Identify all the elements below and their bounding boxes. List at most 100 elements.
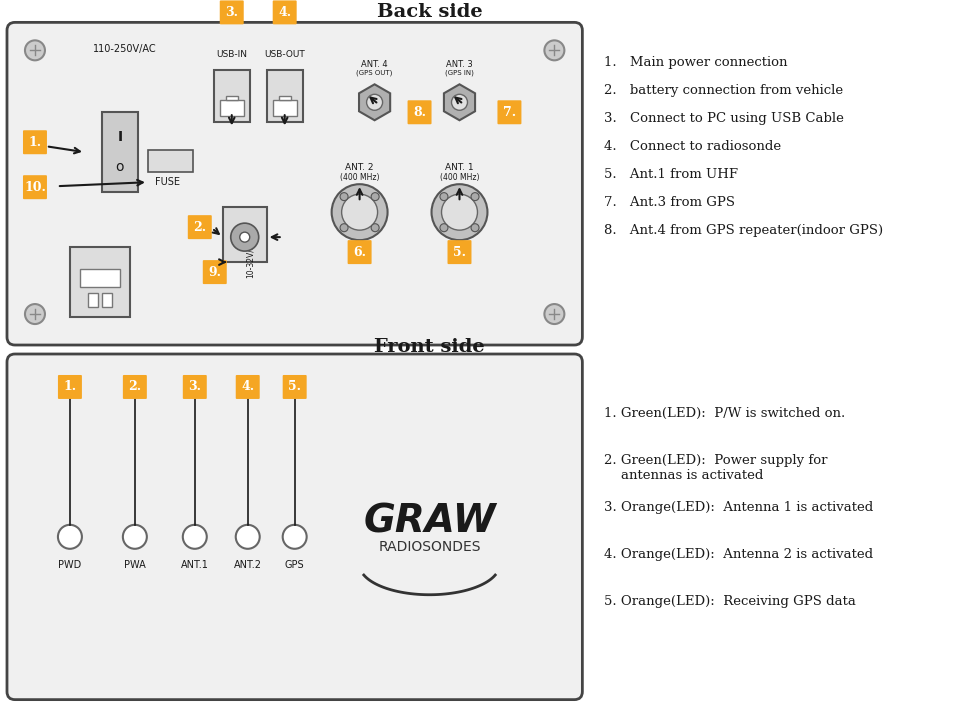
Text: (GPS IN): (GPS IN) [445,69,474,76]
Text: I: I [117,130,122,144]
Text: 3. Connect to PC using USB Cable: 3. Connect to PC using USB Cable [605,112,845,125]
FancyBboxPatch shape [273,1,297,25]
FancyBboxPatch shape [23,175,47,199]
Text: (400 MHz): (400 MHz) [340,173,379,182]
Text: 4.: 4. [278,6,291,19]
Bar [222,207,267,262]
Text: 4. Connect to radiosonde: 4. Connect to radiosonde [605,140,781,153]
Bar [88,293,98,307]
Circle shape [440,193,448,201]
FancyBboxPatch shape [407,100,431,124]
FancyBboxPatch shape [7,354,583,700]
FancyBboxPatch shape [448,240,472,264]
Text: 10-32V/DC: 10-32V/DC [246,237,254,278]
FancyBboxPatch shape [188,215,212,239]
Text: 2. Green(LED):  Power supply for
    antennas is activated: 2. Green(LED): Power supply for antennas… [605,454,828,482]
Text: 5.: 5. [288,380,301,393]
FancyBboxPatch shape [183,375,207,399]
Text: (GPS OUT): (GPS OUT) [356,69,393,76]
Text: Back side: Back side [377,4,482,22]
Circle shape [452,95,467,110]
Circle shape [340,224,348,232]
Text: 2. battery connection from vehicle: 2. battery connection from vehicle [605,84,844,97]
Text: GPS: GPS [285,560,304,570]
Text: ANT.1: ANT.1 [181,560,209,570]
Circle shape [544,40,564,61]
Circle shape [471,193,479,201]
Text: 2.: 2. [128,380,142,393]
Text: ANT. 3: ANT. 3 [446,60,473,69]
Text: 5. Ant.1 from UHF: 5. Ant.1 from UHF [605,168,739,180]
Bar [148,150,193,173]
Bar [102,113,138,192]
Text: 1. Main power connection: 1. Main power connection [605,56,788,69]
Circle shape [25,304,45,324]
Text: 1.: 1. [62,380,78,394]
Text: 4.: 4. [240,380,256,394]
Text: 7. Ant.3 from GPS: 7. Ant.3 from GPS [605,196,736,209]
Text: USB-OUT: USB-OUT [264,50,305,58]
FancyBboxPatch shape [348,240,372,264]
Text: ANT.2: ANT.2 [234,560,262,570]
Text: 4. Orange(LED):  Antenna 2 is activated: 4. Orange(LED): Antenna 2 is activated [605,548,873,561]
Circle shape [340,193,348,201]
Text: o: o [116,160,124,174]
Bar [220,100,244,116]
FancyBboxPatch shape [7,22,583,345]
Circle shape [123,525,146,549]
Bar [102,293,112,307]
Text: 1.: 1. [64,380,76,393]
Text: (400 MHz): (400 MHz) [440,173,480,182]
Text: USB-IN: USB-IN [217,50,247,58]
FancyBboxPatch shape [283,375,306,399]
Text: PWD: PWD [59,560,82,570]
Bar [225,96,238,100]
Text: Front side: Front side [375,338,484,356]
Text: 3. Orange(LED):  Antenna 1 is activated: 3. Orange(LED): Antenna 1 is activated [605,501,873,514]
Text: 5.: 5. [453,245,466,258]
FancyBboxPatch shape [498,100,521,124]
Text: 6.: 6. [353,245,366,258]
Circle shape [342,194,377,230]
FancyBboxPatch shape [220,1,244,25]
Circle shape [236,525,260,549]
Circle shape [471,224,479,232]
Bar [214,70,249,122]
Text: 2.: 2. [127,380,143,394]
Text: 110-250V/AC: 110-250V/AC [93,44,157,54]
Bar [267,70,302,122]
Polygon shape [359,84,390,121]
FancyBboxPatch shape [58,375,82,399]
Text: 3.: 3. [189,380,201,393]
Text: 3.: 3. [225,6,238,19]
Text: 4.: 4. [241,380,254,393]
FancyBboxPatch shape [236,375,260,399]
Circle shape [371,193,379,201]
Circle shape [441,194,478,230]
Circle shape [544,304,564,324]
Bar [273,100,297,116]
Text: 8.: 8. [413,106,426,119]
Text: 9.: 9. [208,266,221,279]
Bar [70,247,130,317]
Circle shape [283,525,306,549]
Circle shape [371,224,379,232]
Circle shape [440,224,448,232]
FancyBboxPatch shape [23,130,47,155]
Text: GRAW: GRAW [363,503,496,541]
FancyBboxPatch shape [203,260,226,284]
Circle shape [431,184,487,240]
Text: ANT. 1: ANT. 1 [445,162,474,172]
Circle shape [183,525,207,549]
Polygon shape [444,84,475,121]
FancyBboxPatch shape [123,375,146,399]
Circle shape [367,95,382,110]
Circle shape [240,232,249,242]
Text: 7.: 7. [503,106,516,119]
Circle shape [331,184,387,240]
Circle shape [231,223,259,251]
Bar [80,269,119,287]
Text: 3.: 3. [187,380,203,394]
Text: ANT. 2: ANT. 2 [346,162,374,172]
Text: 10.: 10. [24,180,46,193]
